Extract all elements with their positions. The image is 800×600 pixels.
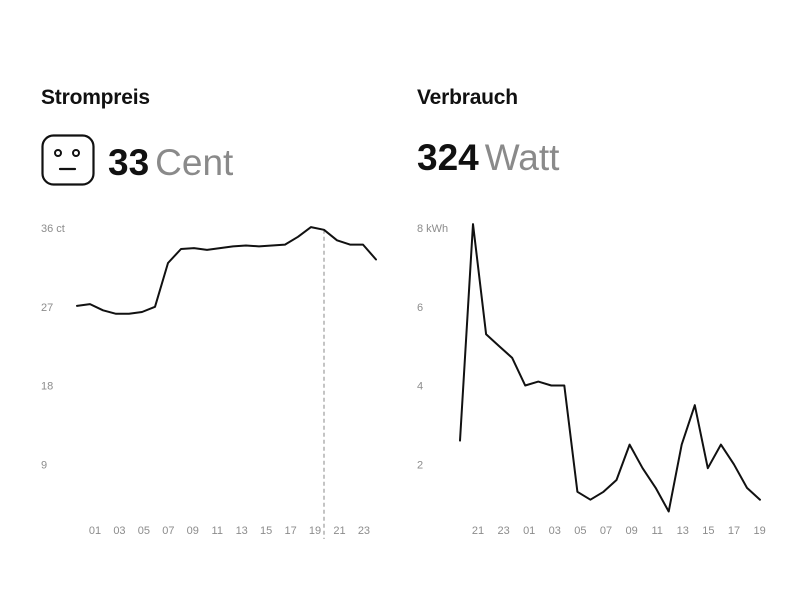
usage-x-tick-label: 01: [523, 525, 535, 537]
usage-value: 324: [417, 137, 479, 178]
price-title: Strompreis: [41, 86, 150, 109]
price-value: 33: [108, 142, 150, 183]
price-unit: Cent: [155, 142, 234, 183]
price-x-tick-label: 09: [187, 525, 199, 537]
usage-x-tick-label: 21: [472, 525, 484, 537]
price-x-tick-label: 07: [162, 525, 174, 537]
price-y-tick-label: 27: [41, 302, 53, 314]
usage-x-tick-label: 05: [574, 525, 586, 537]
usage-reading: 324 Watt: [417, 139, 559, 176]
price-x-tick-label: 21: [333, 525, 345, 537]
price-x-tick-label: 05: [138, 525, 150, 537]
usage-x-tick-label: 19: [753, 525, 765, 537]
usage-x-tick-label: 13: [677, 525, 689, 537]
price-x-tick-label: 19: [309, 525, 321, 537]
price-panel: Strompreis 33 Cent 9 18 27 36 ct 01 03 05 07 09 11…: [41, 86, 377, 539]
price-series-line: [76, 226, 377, 315]
usage-title: Verbrauch: [417, 86, 518, 109]
price-reading: 33 Cent: [108, 144, 233, 181]
usage-y-tick-label: 6: [417, 302, 423, 314]
usage-panel: Verbrauch 324 Watt 2 4 6 8 kWh 21 23 01 03 05 07 09…: [400, 0, 800, 600]
usage-y-tick-label: 2: [417, 459, 423, 471]
usage-x-tick-label: 09: [625, 525, 637, 537]
price-y-tick-label: 36 ct: [41, 223, 65, 235]
usage-x-tick-label: 11: [651, 525, 662, 537]
usage-x-tick-label: 07: [600, 525, 612, 537]
usage-y-tick-label: 4: [417, 381, 423, 393]
usage-series-line: [459, 223, 761, 513]
price-x-tick-label: 23: [358, 525, 370, 537]
price-x-tick-label: 13: [236, 525, 248, 537]
price-x-tick-label: 15: [260, 525, 272, 537]
price-x-tick-label: 11: [212, 525, 223, 537]
usage-x-tick-label: 17: [728, 525, 740, 537]
usage-x-tick-label: 15: [702, 525, 714, 537]
price-x-tick-label: 03: [113, 525, 125, 537]
price-chart: 9 18 27 36 ct 01 03 05 07 09 11 13 15 17 19 21 23: [41, 223, 377, 539]
price-y-tick-label: 9: [41, 459, 47, 471]
price-y-tick-label: 18: [41, 381, 53, 393]
usage-x-tick-label: 23: [497, 525, 509, 537]
price-x-tick-label: 17: [284, 525, 296, 537]
price-x-tick-label: 01: [89, 525, 101, 537]
usage-chart: 2 4 6 8 kWh 21 23 01 03 05 07 09 11 13 15 17 19: [417, 223, 766, 537]
usage-x-tick-label: 03: [549, 525, 561, 537]
usage-y-tick-label: 8 kWh: [417, 223, 448, 235]
usage-unit: Watt: [484, 137, 560, 178]
neutral-face-icon: [41, 134, 95, 186]
